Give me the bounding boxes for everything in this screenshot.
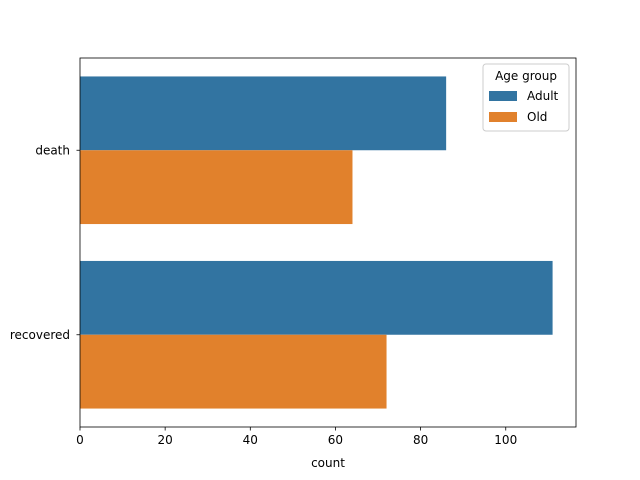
x-tick-label: 60 [328,433,343,447]
bar-recovered-adult [80,260,553,335]
x-axis-label: count [311,456,345,470]
legend: Age group Adult Old [482,63,570,132]
bar-recovered-old [80,334,387,409]
y-tick-label: recovered [10,328,70,342]
x-tick-label: 80 [413,433,428,447]
axes-frame [79,57,577,428]
bar-death-adult [80,76,447,151]
legend-label-old: Old [527,110,547,124]
x-tick-label: 0 [76,433,84,447]
legend-items: Adult Old [489,89,559,124]
x-tick-label: 20 [158,433,173,447]
x-axis-ticks: 0 20 40 60 80 100 [76,427,517,447]
bar-death-old [80,150,353,225]
y-axis-ticks: death recovered [10,143,80,342]
bars-group [80,76,553,409]
legend-title: Age group [495,69,557,83]
legend-swatch-adult [489,91,517,101]
x-tick-label: 40 [243,433,258,447]
legend-label-adult: Adult [527,89,559,103]
x-tick-label: 100 [494,433,517,447]
y-tick-label: death [35,143,70,157]
legend-swatch-old [489,112,517,122]
